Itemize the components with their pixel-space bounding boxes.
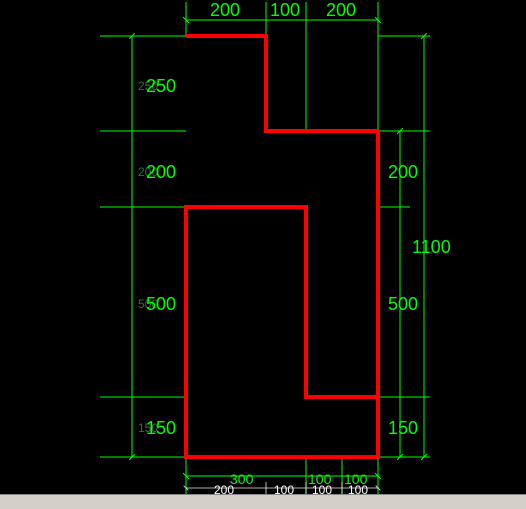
dim-right-3: 150 bbox=[388, 418, 418, 438]
dim-right-overall: 1100 bbox=[412, 237, 451, 257]
dim-top-2: 100 bbox=[270, 0, 300, 20]
dim-left-3: 500 bbox=[146, 294, 176, 314]
cad-canvas: 200 100 200 250 250 200 200 500 500 150 … bbox=[0, 0, 526, 495]
dim-left-4: 150 bbox=[146, 418, 176, 438]
dim-right-2: 500 bbox=[388, 294, 418, 314]
status-bar bbox=[0, 494, 526, 509]
profile-outline bbox=[186, 36, 378, 457]
dim-top-1: 200 bbox=[210, 0, 240, 20]
dim-left-2: 200 bbox=[146, 162, 176, 182]
dim-right-1: 200 bbox=[388, 162, 418, 182]
dim-left-1: 250 bbox=[146, 76, 176, 96]
dim-top-3: 200 bbox=[326, 0, 356, 20]
drawing-svg: 200 100 200 250 250 200 200 500 500 150 … bbox=[0, 0, 526, 495]
